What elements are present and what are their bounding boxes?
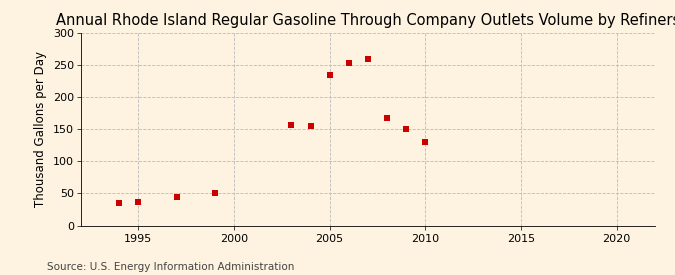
Point [362,56,373,61]
Point [305,124,316,128]
Point [133,200,144,204]
Point [209,191,220,196]
Y-axis label: Thousand Gallons per Day: Thousand Gallons per Day [34,51,47,207]
Point [286,123,297,127]
Title: Annual Rhode Island Regular Gasoline Through Company Outlets Volume by Refiners: Annual Rhode Island Regular Gasoline Thr… [56,13,675,28]
Point [381,116,392,120]
Text: Source: U.S. Energy Information Administration: Source: U.S. Energy Information Administ… [47,262,294,272]
Point [401,127,412,131]
Point [420,140,431,144]
Point [344,61,354,65]
Point [171,194,182,199]
Point [114,201,125,205]
Point [324,73,335,77]
